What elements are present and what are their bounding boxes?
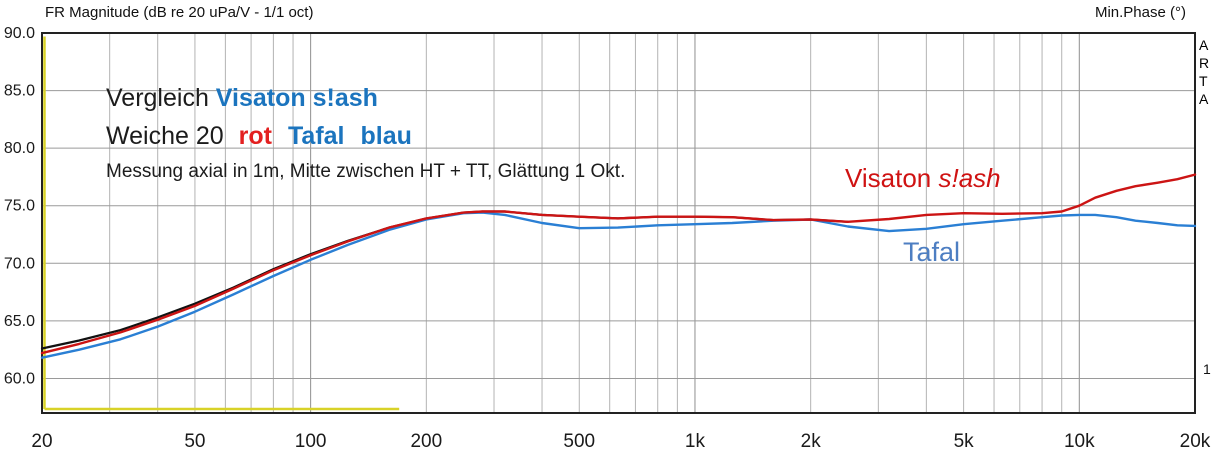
x-tick-label: 5k xyxy=(954,431,975,452)
annotation-line-3: Messung axial in 1m, Mitte zwischen HT +… xyxy=(106,161,626,182)
curve-label-red-prefix: Visaton xyxy=(845,163,939,193)
x-tick-label: 1k xyxy=(685,431,706,452)
annotation-line-2: Weiche 20 rot Tafal blau xyxy=(106,122,412,151)
x-tick-label: 20k xyxy=(1180,431,1211,452)
curve-label-tafal: Tafal xyxy=(903,237,961,267)
y-tick-label: 80.0 xyxy=(4,140,35,157)
curve-label-red-italic: s!ash xyxy=(938,163,1001,193)
y-tick-label: 65.0 xyxy=(4,313,35,330)
annotation-line2-rot: rot xyxy=(238,122,272,150)
series-curve-0 xyxy=(40,210,850,350)
annotation-line2-blau: blau xyxy=(360,122,412,150)
chart-title-left: FR Magnitude (dB re 20 uPa/V - 1/1 oct) xyxy=(45,4,314,21)
x-tick-label: 500 xyxy=(563,431,595,452)
plot-border xyxy=(41,32,1196,414)
x-tick-label: 20 xyxy=(31,431,52,452)
x-tick-label: 100 xyxy=(295,431,327,452)
y-tick-label: 70.0 xyxy=(4,255,35,272)
annotation-line1-prefix: Vergleich xyxy=(106,84,216,112)
annotation-line2-prefix: Weiche 20 xyxy=(106,122,224,150)
series-curve-2 xyxy=(40,173,1197,355)
x-tick-label: 200 xyxy=(410,431,442,452)
right-axis-tick-label: 1 xyxy=(1203,361,1211,377)
series-curve-1 xyxy=(40,211,1197,359)
x-tick-label: 10k xyxy=(1064,431,1095,452)
y-tick-label: 90.0 xyxy=(4,25,35,42)
y-tick-label: 75.0 xyxy=(4,198,35,215)
annotation-line-1: Vergleich Visaton s!ash xyxy=(106,84,378,113)
y-tick-label: 85.0 xyxy=(4,83,35,100)
chart-title-right: Min.Phase (°) xyxy=(1094,4,1186,21)
arta-watermark: ARTA xyxy=(1199,37,1210,107)
annotation-line1-highlight: Visaton s!ash xyxy=(215,84,378,112)
x-tick-label: 50 xyxy=(184,431,205,452)
y-tick-label: 60.0 xyxy=(4,370,35,387)
curve-label-visaton-slash: Visaton s!ash xyxy=(845,163,1001,194)
annotation-line2-tafal: Tafal xyxy=(288,122,345,150)
x-tick-label: 2k xyxy=(801,431,822,452)
